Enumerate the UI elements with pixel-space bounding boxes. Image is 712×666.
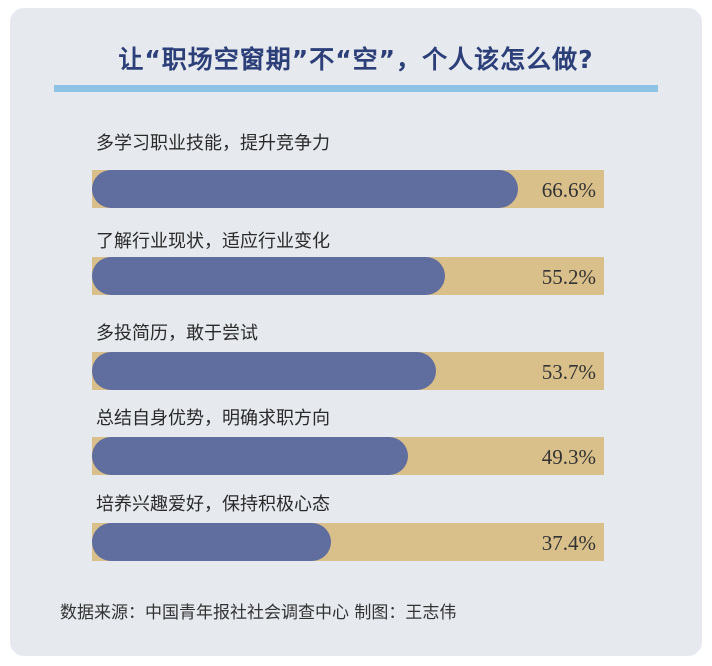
bar (92, 170, 518, 208)
bar-track: 37.4% (92, 523, 604, 561)
bar-track: 53.7% (92, 352, 604, 390)
bar (92, 257, 445, 295)
chart-title: 让“职场空窗期”不“空”，个人该怎么做? (118, 45, 594, 74)
bar-track: 66.6% (92, 170, 604, 208)
bar-label: 培养兴趣爱好，保持积极心态 (96, 494, 330, 515)
bar-label: 多学习职业技能，提升竞争力 (96, 133, 330, 154)
bar (92, 437, 408, 475)
bar-value-label: 53.7% (541, 360, 596, 384)
bar-label: 多投简历，敢于尝试 (96, 323, 258, 344)
bar-label: 了解行业现状，适应行业变化 (96, 231, 330, 252)
bar (92, 523, 331, 561)
bar-value-label: 55.2% (541, 265, 596, 289)
bar (92, 352, 436, 390)
bar-value-label: 49.3% (541, 445, 596, 469)
bar-track: 55.2% (92, 257, 604, 295)
bar-label: 总结自身优势，明确求职方向 (96, 408, 330, 429)
bar-track: 49.3% (92, 437, 604, 475)
source-note: 数据来源：中国青年报社社会调查中心 制图：王志伟 (60, 603, 457, 623)
bar-value-label: 37.4% (541, 531, 596, 555)
bar-value-label: 66.6% (541, 178, 596, 202)
title-underline (54, 85, 658, 92)
